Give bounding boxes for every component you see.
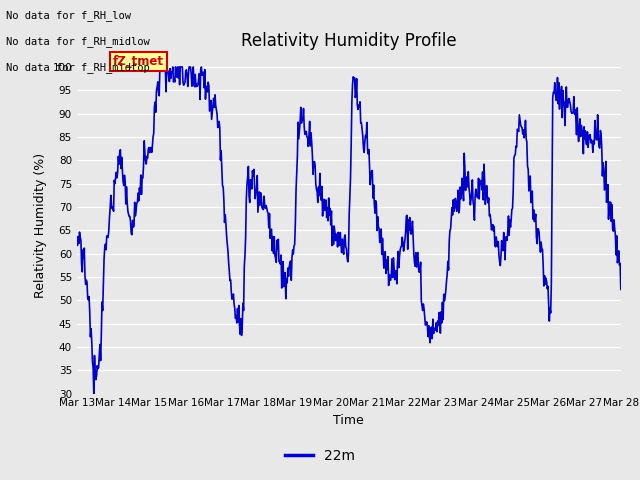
X-axis label: Time: Time xyxy=(333,414,364,427)
Title: Relativity Humidity Profile: Relativity Humidity Profile xyxy=(241,33,456,50)
Text: No data for f_RH_low: No data for f_RH_low xyxy=(6,10,131,21)
Legend: 22m: 22m xyxy=(280,443,360,468)
Text: fZ_tmet: fZ_tmet xyxy=(113,55,164,68)
Y-axis label: Relativity Humidity (%): Relativity Humidity (%) xyxy=(34,153,47,298)
Text: No data for f_RH_midtop: No data for f_RH_midtop xyxy=(6,62,150,73)
Text: No data for f_RH_midlow: No data for f_RH_midlow xyxy=(6,36,150,47)
